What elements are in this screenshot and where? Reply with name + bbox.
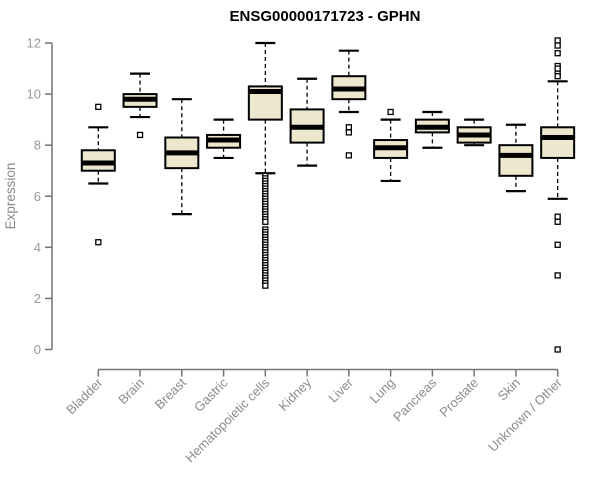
outlier-marker xyxy=(554,73,561,80)
outlier-marker xyxy=(554,213,561,220)
outlier-marker xyxy=(554,218,561,225)
outlier-marker xyxy=(554,42,561,49)
x-category-label-liver: Liver xyxy=(325,375,356,406)
box-prostate xyxy=(456,118,492,147)
x-category-label-brain: Brain xyxy=(115,375,147,407)
x-category-label-gastric: Gastric xyxy=(191,375,231,415)
iqr-box xyxy=(540,126,576,159)
outlier-marker xyxy=(345,129,353,136)
y-tick-label: 12 xyxy=(27,36,41,51)
box-liver xyxy=(331,49,367,159)
x-category-label-unknown-other: Unknown / Other xyxy=(485,375,565,455)
box-brain xyxy=(122,72,158,139)
outlier-marker xyxy=(387,108,394,116)
outlier-marker xyxy=(95,103,102,111)
y-tick-label: 2 xyxy=(34,291,41,306)
y-tick-label: 6 xyxy=(34,189,41,204)
iqr-box xyxy=(80,149,116,172)
box-unknown-other xyxy=(540,37,576,353)
plot-area xyxy=(80,37,576,353)
box-hematopoietic-cells xyxy=(247,41,283,289)
box-breast xyxy=(164,98,200,216)
y-axis: 0 2 4 6 8 10 12 xyxy=(27,36,53,357)
outlier-marker xyxy=(554,37,561,44)
y-tick-label: 4 xyxy=(34,240,41,255)
chart-title: ENSG00000171723 - GPHN xyxy=(230,8,421,25)
outlier-marker xyxy=(554,346,561,353)
y-tick-label: 0 xyxy=(34,342,41,357)
x-category-label-skin: Skin xyxy=(495,375,523,403)
x-category-label-kidney: Kidney xyxy=(276,375,315,414)
outlier-marker xyxy=(262,282,269,289)
x-category-label-pancreas: Pancreas xyxy=(390,375,440,425)
y-tick-label: 10 xyxy=(27,87,41,102)
x-category-label-lung: Lung xyxy=(367,375,398,406)
outlier-marker xyxy=(554,272,561,279)
box-bladder xyxy=(80,103,116,246)
box-lung xyxy=(373,108,409,183)
outlier-marker xyxy=(554,50,561,57)
outlier-marker xyxy=(554,241,561,248)
y-axis-title: Expression xyxy=(3,163,18,230)
box-gastric xyxy=(206,118,242,160)
outlier-marker xyxy=(554,65,561,72)
x-category-label-prostate: Prostate xyxy=(436,375,481,420)
outlier-marker xyxy=(95,239,102,246)
outlier-marker xyxy=(345,152,353,159)
outlier-marker xyxy=(345,124,353,131)
x-category-label-bladder: Bladder xyxy=(63,375,106,418)
box-pancreas xyxy=(414,110,450,149)
outlier-marker xyxy=(136,131,144,139)
iqr-box xyxy=(498,144,534,177)
box-skin xyxy=(498,123,534,193)
x-category-label-breast: Breast xyxy=(152,375,189,412)
outlier-marker xyxy=(262,218,269,225)
box-kidney xyxy=(289,77,325,167)
y-tick-label: 8 xyxy=(34,138,41,153)
